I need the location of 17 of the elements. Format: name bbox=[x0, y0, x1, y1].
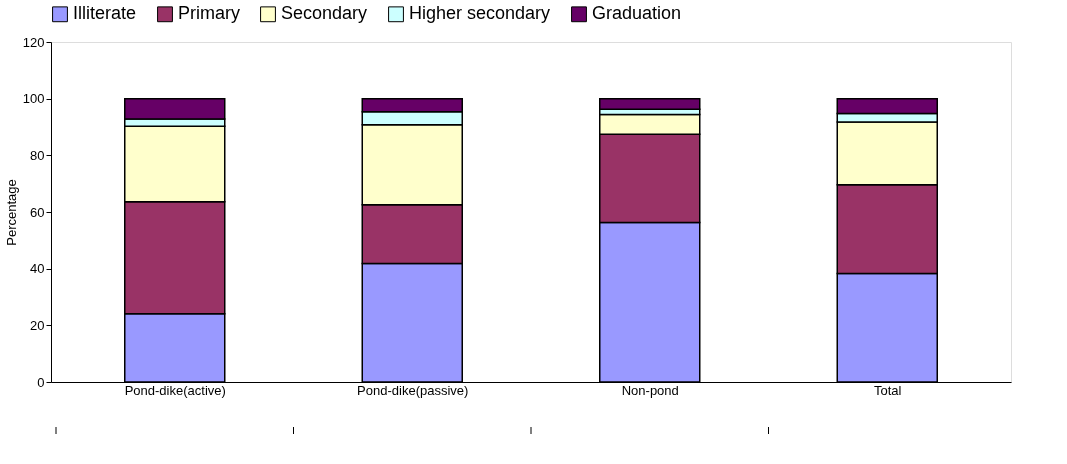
legend-label: Graduation bbox=[592, 3, 682, 24]
legend-label: Primary bbox=[178, 3, 240, 24]
y-tick-label: 100 bbox=[22, 91, 45, 107]
legend-label: Secondary bbox=[281, 3, 368, 24]
y-tick-label: 120 bbox=[22, 34, 45, 50]
legend-label: Higher secondary bbox=[409, 3, 551, 24]
y-tick-label: 60 bbox=[30, 204, 45, 220]
y-tick-label: 20 bbox=[30, 317, 45, 333]
y-tick-label: 80 bbox=[30, 147, 45, 163]
x-tick-label: Non-pond bbox=[621, 382, 679, 398]
y-tick-label: 40 bbox=[30, 261, 45, 277]
x-tick-label: Pond-dike(active) bbox=[124, 382, 226, 398]
legend-label: Illiterate bbox=[73, 3, 137, 24]
y-axis-title: Percentage bbox=[3, 179, 19, 246]
x-tick-label: Pond-dike(passive) bbox=[357, 382, 469, 398]
y-tick-label: 0 bbox=[37, 374, 45, 390]
x-tick-label: Total bbox=[874, 382, 902, 398]
